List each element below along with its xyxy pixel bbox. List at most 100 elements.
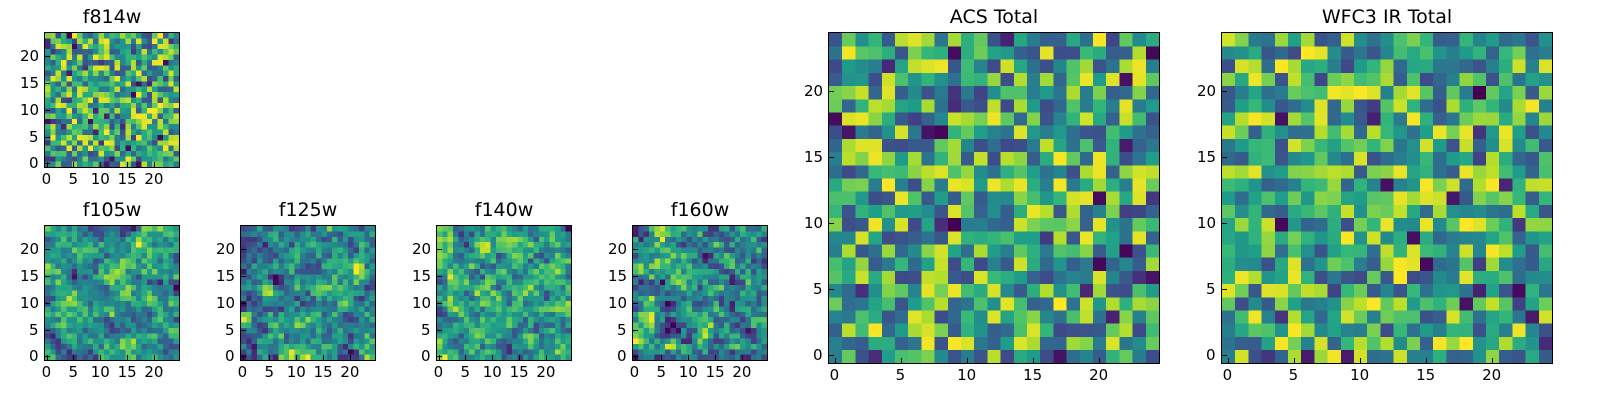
heatmap-cell (1340, 257, 1355, 271)
heatmap-cell (458, 252, 464, 259)
heatmap-cell (961, 59, 975, 73)
heatmap-cell (326, 338, 333, 345)
heatmap-cell (463, 247, 470, 253)
heatmap-cell (1145, 323, 1159, 337)
heatmap-cell (544, 317, 550, 323)
heatmap-cell (469, 231, 475, 237)
heatmap-cell (544, 327, 550, 334)
heatmap-cell (1340, 349, 1355, 363)
heatmap-cell (157, 140, 164, 146)
heatmap-cell (77, 333, 83, 339)
x-tick-label: 5 (264, 363, 275, 381)
heatmap-cell (364, 290, 370, 296)
heatmap-cell (1261, 244, 1276, 258)
heatmap-cell (294, 226, 301, 232)
heatmap-cell (278, 338, 284, 345)
heatmap-cell (538, 258, 545, 264)
heatmap-cell (947, 191, 962, 205)
heatmap-cell (273, 322, 279, 328)
heatmap-cell (103, 327, 110, 334)
heatmap-cell (560, 263, 566, 269)
heatmap-cell (98, 354, 105, 360)
heatmap-cell (1301, 336, 1315, 351)
heatmap-cell (98, 124, 105, 130)
heatmap-cell (71, 258, 78, 264)
heatmap-cell (934, 125, 949, 139)
heatmap-cell (1119, 165, 1133, 179)
heatmap-cell (326, 236, 333, 243)
heatmap-cell (1119, 138, 1133, 153)
heatmap-cell (638, 263, 644, 269)
heatmap-cell (353, 301, 360, 307)
heatmap-cell (278, 258, 284, 264)
heatmap-cell (71, 156, 78, 162)
heatmap-cell (1013, 151, 1028, 166)
heatmap-cell (45, 113, 51, 119)
heatmap-cell (125, 59, 131, 66)
heatmap-cell (675, 317, 682, 323)
heatmap-cell (750, 343, 757, 350)
heatmap-cell (549, 322, 556, 328)
heatmap-cell (353, 231, 360, 237)
heatmap-cell (157, 311, 164, 318)
heatmap-cell (974, 99, 988, 113)
heatmap-cell (152, 156, 158, 162)
heatmap-cell (522, 274, 529, 280)
heatmap-cell (718, 231, 725, 237)
heatmap-cell (868, 72, 883, 87)
heatmap-cell (829, 231, 843, 245)
heatmap-cell (93, 279, 99, 286)
heatmap-cell (114, 290, 121, 296)
heatmap-cell (549, 274, 556, 280)
heatmap-cell (921, 99, 935, 113)
heatmap-cell (453, 226, 459, 232)
heatmap-cell (246, 301, 252, 307)
heatmap-cell (1013, 310, 1028, 324)
heatmap-cell (348, 252, 354, 259)
heatmap-cell (1525, 323, 1540, 337)
heatmap-cell (1027, 217, 1041, 232)
heatmap-cell (141, 38, 147, 44)
heatmap-cell (1327, 59, 1342, 73)
heatmap-cell (61, 226, 67, 232)
heatmap-cell (66, 317, 72, 323)
heatmap-cell (506, 317, 513, 323)
heatmap-cell (55, 81, 62, 87)
heatmap-cell (761, 317, 767, 323)
heatmap-cell (1093, 138, 1107, 153)
heatmap-cell (168, 49, 174, 55)
heatmap-cell (756, 311, 762, 318)
heatmap-cell (1380, 349, 1394, 363)
heatmap-cell (1538, 191, 1552, 205)
heatmap-cell (289, 263, 295, 269)
heatmap-cell (130, 156, 137, 162)
heatmap-cell (1499, 217, 1513, 232)
heatmap-cell (173, 284, 179, 291)
heatmap-cell (1367, 72, 1381, 87)
heatmap-cell (1393, 112, 1408, 126)
heatmap-cell (1027, 204, 1041, 219)
heatmap-cell (1274, 204, 1289, 219)
heatmap-cell (87, 38, 94, 44)
heatmap-cell (103, 38, 110, 44)
heatmap-cell (173, 97, 179, 103)
heatmap-cell (1222, 191, 1236, 205)
y-tick-mark (829, 289, 834, 291)
heatmap-cell (987, 204, 1001, 219)
heatmap-cell (120, 129, 126, 135)
heatmap-cell (560, 242, 566, 248)
heatmap-cell (50, 311, 56, 318)
heatmap-cell (560, 290, 566, 296)
x-tick-mark (900, 358, 902, 363)
heatmap-cell (868, 165, 883, 179)
heatmap-cell (82, 333, 88, 339)
heatmap-cell (82, 311, 88, 318)
heatmap-cell (283, 279, 290, 286)
heatmap-cell (474, 236, 480, 243)
heatmap-cell (633, 252, 639, 259)
heatmap-cell (241, 284, 247, 291)
heatmap-cell (1472, 72, 1487, 87)
heatmap-cell (506, 295, 513, 302)
heatmap-cell (1132, 191, 1147, 205)
heatmap-cell (273, 268, 279, 275)
